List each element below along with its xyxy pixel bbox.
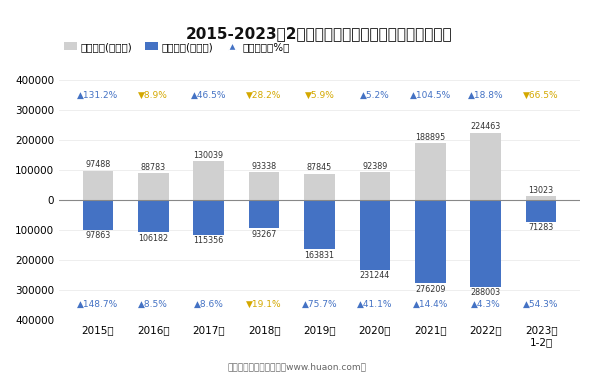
Bar bbox=[526, 200, 556, 222]
Text: 97863: 97863 bbox=[85, 231, 111, 240]
Text: ▲75.7%: ▲75.7% bbox=[302, 300, 337, 309]
Text: 97488: 97488 bbox=[85, 160, 111, 169]
Text: ▼28.2%: ▼28.2% bbox=[246, 91, 282, 100]
Legend: 出口总额(万美元), 进口总额(万美元), 同比增速（%）: 出口总额(万美元), 进口总额(万美元), 同比增速（%） bbox=[64, 42, 290, 52]
Text: ▲46.5%: ▲46.5% bbox=[191, 91, 227, 100]
Bar bbox=[359, 200, 390, 270]
Bar bbox=[138, 200, 168, 232]
Text: 276209: 276209 bbox=[415, 285, 446, 294]
Text: ▲104.5%: ▲104.5% bbox=[410, 91, 451, 100]
Text: ▲14.4%: ▲14.4% bbox=[412, 300, 448, 309]
Text: ▼5.9%: ▼5.9% bbox=[305, 91, 334, 100]
Text: 163831: 163831 bbox=[305, 251, 334, 260]
Text: ▼19.1%: ▼19.1% bbox=[246, 300, 282, 309]
Text: ▲5.2%: ▲5.2% bbox=[360, 91, 390, 100]
Bar bbox=[138, 173, 168, 200]
Bar bbox=[249, 200, 279, 228]
Bar bbox=[249, 172, 279, 200]
Text: ▲41.1%: ▲41.1% bbox=[357, 300, 393, 309]
Bar bbox=[83, 200, 113, 229]
Bar bbox=[471, 133, 501, 200]
Bar bbox=[304, 174, 335, 200]
Text: 224463: 224463 bbox=[471, 122, 501, 131]
Text: 115356: 115356 bbox=[193, 236, 224, 245]
Text: ▲131.2%: ▲131.2% bbox=[77, 91, 118, 100]
Text: ▲4.3%: ▲4.3% bbox=[471, 300, 500, 309]
Bar bbox=[193, 161, 224, 200]
Text: 71283: 71283 bbox=[528, 223, 554, 232]
Text: 87845: 87845 bbox=[307, 163, 332, 172]
Bar bbox=[359, 172, 390, 200]
Text: 93338: 93338 bbox=[252, 162, 277, 170]
Text: 13023: 13023 bbox=[528, 186, 553, 195]
Text: 231244: 231244 bbox=[360, 271, 390, 280]
Text: 93267: 93267 bbox=[252, 230, 277, 239]
Text: 188895: 188895 bbox=[415, 133, 446, 142]
Text: 106182: 106182 bbox=[138, 233, 168, 242]
Text: 制图：华经产业研究院（www.huaon.com）: 制图：华经产业研究院（www.huaon.com） bbox=[228, 362, 367, 371]
Bar bbox=[304, 200, 335, 250]
Text: ▲18.8%: ▲18.8% bbox=[468, 91, 503, 100]
Text: ▲148.7%: ▲148.7% bbox=[77, 300, 118, 309]
Bar bbox=[83, 171, 113, 200]
Text: ▼66.5%: ▼66.5% bbox=[523, 91, 559, 100]
Text: ▲54.3%: ▲54.3% bbox=[524, 300, 559, 309]
Bar bbox=[415, 143, 446, 200]
Text: 92389: 92389 bbox=[362, 162, 387, 171]
Text: ▲8.5%: ▲8.5% bbox=[139, 300, 168, 309]
Bar bbox=[415, 200, 446, 283]
Text: 88783: 88783 bbox=[141, 163, 166, 172]
Bar bbox=[471, 200, 501, 287]
Text: ▼8.9%: ▼8.9% bbox=[139, 91, 168, 100]
Text: 130039: 130039 bbox=[193, 151, 224, 160]
Bar bbox=[526, 196, 556, 200]
Bar bbox=[193, 200, 224, 235]
Text: 288003: 288003 bbox=[471, 288, 501, 297]
Title: 2015-2023年2月广州白云机场综合保税区进、出口额: 2015-2023年2月广州白云机场综合保税区进、出口额 bbox=[186, 26, 453, 41]
Text: ▲8.6%: ▲8.6% bbox=[194, 300, 224, 309]
